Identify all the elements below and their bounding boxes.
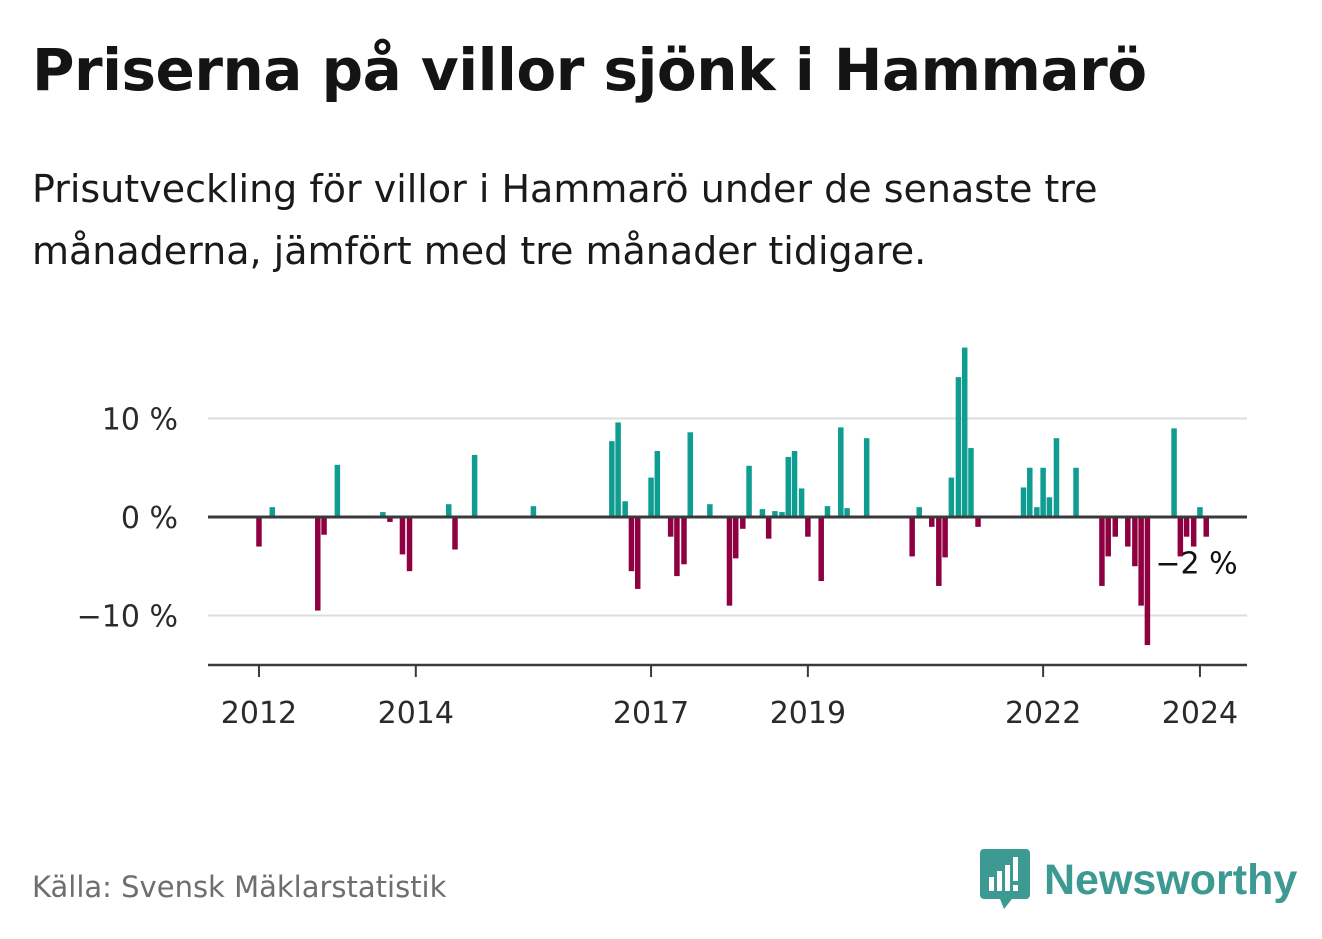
bar-positive bbox=[1027, 467, 1033, 517]
bar-positive bbox=[746, 465, 752, 517]
grid-layer bbox=[208, 417, 1247, 617]
bar-positive bbox=[1073, 467, 1079, 517]
bar-positive bbox=[269, 507, 276, 517]
bar-positive bbox=[1197, 507, 1203, 517]
bar-negative bbox=[321, 517, 327, 535]
bar-negative bbox=[1190, 517, 1197, 547]
chart-subtitle: Prisutveckling för villor i Hammarö unde… bbox=[32, 167, 1098, 273]
bar-positive bbox=[772, 511, 778, 517]
x-tick-label: 2012 bbox=[221, 696, 297, 731]
bar-negative bbox=[765, 517, 772, 539]
bar-negative bbox=[452, 517, 458, 550]
bar-negative bbox=[1125, 517, 1131, 547]
bar-negative bbox=[1105, 517, 1111, 557]
bar-positive bbox=[916, 507, 922, 517]
bar-negative bbox=[674, 517, 680, 577]
x-tick-label: 2019 bbox=[770, 696, 846, 731]
bar-positive bbox=[334, 464, 341, 517]
bar-positive bbox=[1053, 438, 1060, 517]
bar-positive bbox=[648, 477, 654, 517]
bar-positive bbox=[791, 451, 798, 517]
bar-positive bbox=[687, 432, 694, 517]
bar-chart: 10 % 0 % −10 % 2012 2014 2017 2019 2022 2024 −2 % bbox=[77, 347, 1247, 732]
y-tick-label: 10 % bbox=[102, 403, 178, 438]
bar-positive bbox=[863, 438, 870, 517]
source-note: Källa: Svensk Mäklarstatistik bbox=[32, 870, 447, 904]
bar-positive bbox=[948, 477, 955, 517]
bar-negative bbox=[805, 517, 811, 537]
newsworthy-logo[interactable]: Newsworthy bbox=[980, 849, 1297, 911]
bar-negative bbox=[1177, 517, 1184, 557]
bar-negative bbox=[740, 517, 746, 529]
bar-negative bbox=[975, 517, 981, 527]
bar-negative bbox=[634, 517, 641, 589]
x-tick-label: 2017 bbox=[613, 696, 689, 731]
bar-positive bbox=[759, 509, 766, 517]
bar-positive bbox=[707, 504, 713, 517]
bar-negative bbox=[936, 517, 942, 586]
bar-positive bbox=[530, 506, 537, 517]
bar-negative bbox=[1138, 517, 1144, 606]
bar-positive bbox=[785, 456, 792, 517]
bar-negative bbox=[387, 517, 393, 522]
bar-negative bbox=[909, 517, 915, 557]
bar-positive bbox=[380, 512, 386, 517]
bar-positive bbox=[968, 448, 974, 517]
bar-positive bbox=[1046, 497, 1053, 517]
bar-positive bbox=[654, 451, 661, 517]
x-tick-label: 2022 bbox=[1005, 696, 1081, 731]
bar-negative bbox=[1144, 517, 1151, 646]
bar-negative bbox=[667, 517, 674, 537]
chart-title: Priserna på villor sjönk i Hammarö bbox=[32, 36, 1147, 104]
bar-negative bbox=[1203, 517, 1209, 537]
latest-value-label: −2 % bbox=[1155, 547, 1237, 582]
bar-negative bbox=[1112, 517, 1119, 537]
y-tick-label: 0 % bbox=[121, 501, 178, 536]
bar-positive bbox=[622, 501, 628, 517]
bar-positive bbox=[798, 488, 805, 517]
bar-positive bbox=[955, 377, 962, 517]
bar-positive bbox=[1034, 507, 1040, 517]
brand-name: Newsworthy bbox=[1044, 855, 1298, 904]
x-tick-label: 2024 bbox=[1162, 696, 1238, 731]
x-tick-label: 2014 bbox=[378, 696, 454, 731]
bar-positive bbox=[609, 441, 615, 517]
bar-negative bbox=[399, 517, 406, 555]
bar-positive bbox=[838, 427, 844, 517]
bar-negative bbox=[1183, 517, 1190, 537]
bar-negative bbox=[681, 517, 687, 565]
y-tick-label: −10 % bbox=[77, 600, 178, 635]
bar-negative bbox=[818, 517, 824, 582]
newsworthy-logo-icon bbox=[980, 849, 1030, 909]
bar-positive bbox=[1040, 467, 1046, 517]
axes-layer bbox=[208, 515, 1247, 677]
bar-negative bbox=[732, 517, 739, 559]
bar-positive bbox=[1171, 428, 1177, 517]
bar-negative bbox=[929, 517, 935, 527]
bar-positive bbox=[779, 512, 785, 517]
bars-layer bbox=[256, 347, 1209, 646]
bar-negative bbox=[942, 517, 948, 558]
bar-positive bbox=[844, 508, 850, 517]
bar-negative bbox=[1099, 517, 1105, 586]
bar-positive bbox=[445, 504, 452, 517]
bar-positive bbox=[961, 347, 968, 517]
bar-positive bbox=[824, 506, 831, 517]
bar-negative bbox=[315, 517, 321, 611]
bar-positive bbox=[615, 422, 621, 517]
bar-negative bbox=[726, 517, 733, 606]
labels-layer: 10 % 0 % −10 % 2012 2014 2017 2019 2022 2024 −2 % bbox=[77, 403, 1238, 732]
bar-positive bbox=[471, 454, 478, 517]
bar-negative bbox=[1132, 517, 1138, 567]
bar-negative bbox=[256, 517, 262, 547]
bar-negative bbox=[406, 517, 413, 572]
bar-negative bbox=[628, 517, 635, 572]
bar-positive bbox=[1020, 487, 1027, 517]
